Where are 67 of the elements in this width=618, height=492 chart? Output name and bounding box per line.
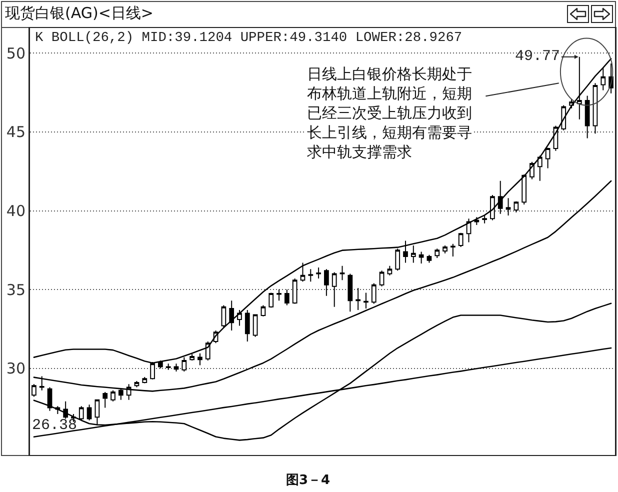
candlestick (600, 68, 606, 91)
candlestick (403, 240, 408, 264)
candlestick (418, 251, 424, 264)
candlestick (316, 267, 321, 280)
y-tick-label: 35 (6, 280, 26, 299)
candlestick (387, 265, 392, 276)
chart-title: 现货白银(AG)<日线> (5, 4, 154, 23)
candlestick (498, 180, 503, 214)
candlestick (198, 352, 202, 366)
y-tick-label: 30 (6, 360, 26, 378)
y-tick-label: 45 (6, 123, 26, 142)
candlestick (229, 300, 234, 332)
candlestick (442, 244, 448, 254)
candlestick (268, 292, 274, 308)
candlestick (537, 155, 542, 182)
candlestick (426, 254, 432, 264)
y-tick-label: 40 (6, 202, 26, 220)
annotation: 26.38 (32, 417, 78, 434)
candlestick (94, 399, 100, 426)
candlestick (458, 232, 464, 248)
candlestick (506, 198, 511, 216)
candlestick (364, 292, 368, 309)
candlestick (32, 384, 36, 398)
candlestick (300, 262, 306, 282)
candlestick (166, 363, 171, 370)
candlestick (545, 147, 550, 169)
annotation: 日线上白银价格长期处于布林轨道上轨附近，短期已经三次受上轨压力收到长上引线，短期有需要寻求中轨支撑需求 (307, 65, 472, 161)
candlestick (514, 200, 519, 213)
candlestick (474, 216, 480, 226)
candlestick (592, 82, 598, 134)
annotation: 49.77 (515, 48, 560, 65)
candlestick (410, 244, 416, 264)
candlestick (371, 282, 376, 304)
chart-subtitle: K BOLL(26,2) MID:39.1204 UPPER:49.3140 LOWER:28.9267 (35, 31, 462, 46)
candlestick (86, 404, 92, 421)
candlestick (434, 248, 440, 259)
candlestick (252, 314, 258, 338)
candlestick (356, 287, 361, 311)
candlestick (324, 268, 329, 296)
candlestick (584, 95, 590, 139)
candlestick (332, 272, 337, 308)
candlestick (379, 270, 384, 287)
candlestick (102, 391, 108, 408)
candlestick (348, 273, 353, 312)
candlestick (142, 376, 148, 384)
candlestick (221, 304, 226, 328)
y-tick-label: 50 (6, 44, 26, 62)
candlestick (276, 289, 282, 302)
candlestick (63, 400, 68, 420)
candlestick (78, 406, 84, 421)
candlestick (190, 354, 194, 361)
line-series (33, 302, 612, 441)
candlestick (490, 194, 495, 221)
candlestick (450, 243, 456, 257)
candlestick (134, 380, 140, 388)
candlestick (292, 278, 298, 304)
candlestick (244, 310, 250, 342)
candlestick (308, 268, 314, 282)
candlestick (395, 248, 400, 272)
candlestick (482, 215, 487, 224)
candlestick (340, 265, 345, 281)
candlestick (110, 390, 116, 402)
candlestick (260, 304, 266, 317)
candlestick (284, 289, 290, 306)
candlestick (174, 363, 179, 372)
caption: 图3－4 (286, 473, 330, 488)
candlestick (522, 174, 527, 205)
